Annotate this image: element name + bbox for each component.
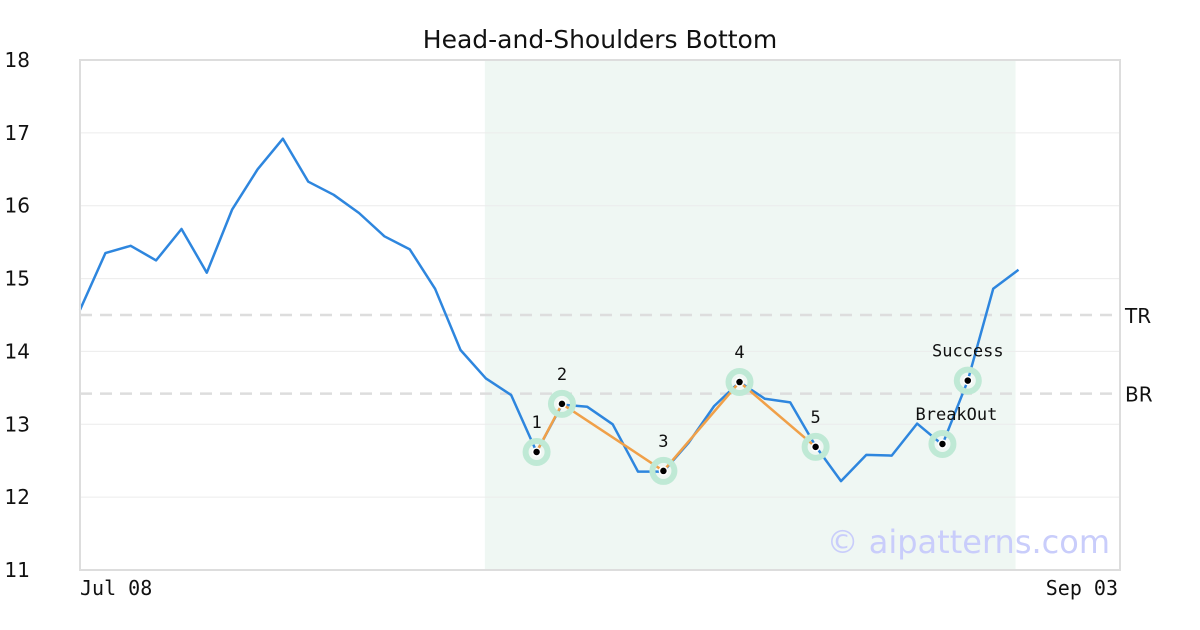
- reference-label-tr: TR: [1124, 304, 1151, 328]
- plot-frame: [79, 59, 1121, 571]
- y-tick-label: 17: [5, 121, 30, 145]
- x-tick-label: Jul 08: [80, 576, 152, 600]
- x-axis-ticks: Jul 08 Sep 03: [80, 576, 1118, 600]
- y-tick-label: 15: [5, 267, 30, 291]
- pattern-point-3-label: 3: [658, 432, 668, 452]
- pattern-point-2-dot: [557, 399, 567, 409]
- x-tick-label: Sep 03: [1046, 576, 1118, 600]
- pattern-point-5-label: 5: [810, 408, 820, 428]
- y-tick-label: 14: [5, 339, 30, 363]
- y-tick-label: 16: [5, 194, 30, 218]
- signal-point-breakout-halo: [928, 429, 957, 458]
- pattern-point-3-dot: [658, 466, 669, 476]
- pattern-point-2-label: 2: [557, 365, 567, 385]
- reference-lines: TR BR: [80, 304, 1153, 407]
- y-tick-label: 13: [5, 412, 30, 436]
- signal-point-breakout-label: BreakOut: [915, 405, 997, 425]
- pattern-point-1-halo: [522, 437, 551, 466]
- signal-point-success-dot: [963, 375, 973, 386]
- pattern-markers: 1 2 3 4 5 BreakOut Success: [522, 342, 1004, 485]
- pattern-point-5-halo: [801, 432, 830, 461]
- y-tick-label: 18: [5, 48, 30, 72]
- pattern-point-2-halo: [547, 389, 576, 418]
- chart-title: Head-and-Shoulders Bottom: [423, 25, 777, 54]
- watermark: © aipatterns.com: [827, 523, 1110, 561]
- y-axis-ticks: 11 12 13 14 15 16 17 18: [5, 48, 30, 582]
- y-tick-label: 11: [5, 558, 30, 582]
- pattern-point-4-halo: [725, 368, 754, 397]
- signal-point-breakout-dot: [937, 439, 948, 449]
- signal-point-success-label: Success: [932, 342, 1004, 362]
- pattern-point-5-dot: [810, 442, 821, 452]
- pattern-point-1-dot: [531, 447, 542, 457]
- reference-label-br: BR: [1125, 383, 1153, 407]
- signal-point-success-halo: [953, 366, 982, 395]
- pattern-point-1-label: 1: [531, 413, 541, 433]
- pattern-point-3-halo: [649, 456, 678, 485]
- pattern-point-4-label: 4: [734, 343, 744, 363]
- y-tick-label: 12: [5, 485, 30, 509]
- pattern-point-4-dot: [734, 377, 745, 387]
